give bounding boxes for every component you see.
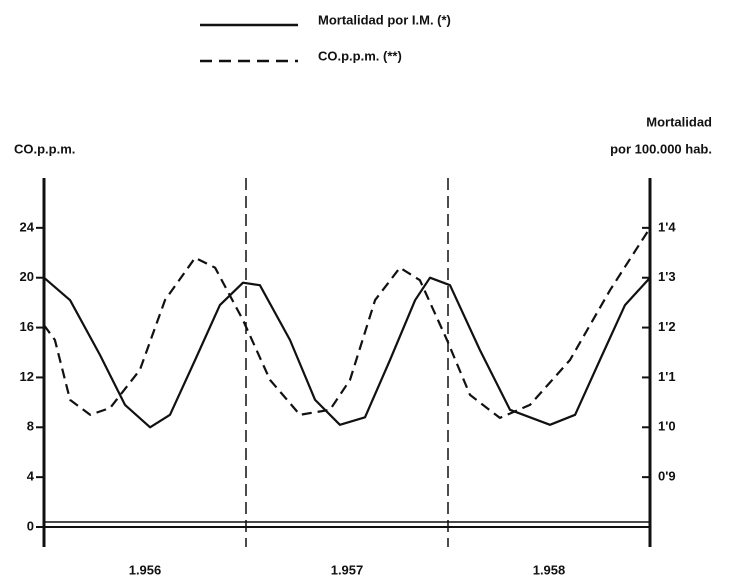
y2-tick-label: 1'4 (658, 219, 676, 234)
y2-tick-label: 1'3 (658, 269, 676, 284)
y-axis-title: CO.p.p.m. (14, 141, 75, 156)
y-tick-label: 8 (27, 419, 34, 434)
y2-tick-label: 1'0 (658, 419, 676, 434)
y2-tick-label: 1'2 (658, 319, 676, 334)
x-tick-label: 1.957 (331, 562, 364, 577)
y-tick-label: 24 (20, 219, 35, 234)
y-tick-label: 12 (20, 369, 34, 384)
y-tick-label: 16 (20, 319, 34, 334)
y2-tick-label: 1'1 (658, 369, 676, 384)
legend-label: Mortalidad por I.M. (*) (318, 12, 451, 27)
y-tick-label: 0 (27, 518, 34, 533)
y2-axis-title: por 100.000 hab. (610, 141, 712, 156)
x-tick-label: 1.958 (533, 562, 566, 577)
x-tick-label: 1.956 (129, 562, 162, 577)
y2-axis-title: Mortalidad (646, 114, 712, 129)
y-tick-label: 4 (27, 469, 35, 484)
series-line (43, 276, 651, 429)
y2-tick-label: 0'9 (658, 469, 676, 484)
series-line (43, 227, 651, 419)
y-tick-label: 20 (20, 269, 34, 284)
legend-label: CO.p.p.m. (**) (318, 48, 402, 63)
